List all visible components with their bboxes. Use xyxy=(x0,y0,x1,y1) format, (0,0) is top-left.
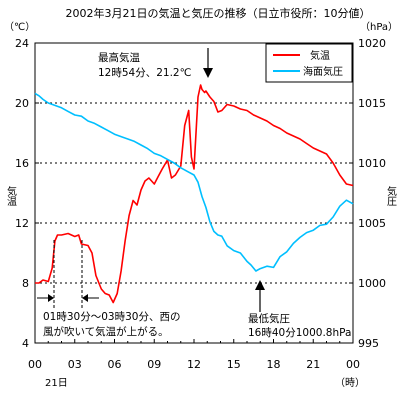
right-axis-label: 気圧 xyxy=(385,185,397,207)
x-tick-label-8: 00 xyxy=(346,358,360,371)
annotation-west-wind-line2: 風が吹いて気温が上がる。 xyxy=(43,325,169,338)
x-tick-label-7: 21 xyxy=(306,358,320,371)
y-left-tick-label-4: 20 xyxy=(15,97,29,110)
annotation-max-temp-arrowhead xyxy=(203,68,213,78)
annotation-min-pressure-arrowhead xyxy=(255,280,265,290)
y-left-tick-label-3: 16 xyxy=(15,157,29,170)
x-date-label: 21日 xyxy=(45,378,68,389)
grid-lines xyxy=(35,102,353,284)
annotation-max-temp-line2: 12時54分、21.2℃ xyxy=(98,67,191,79)
series-lines xyxy=(34,84,354,304)
x-tick-label-2: 06 xyxy=(108,358,122,371)
x-tick-label-3: 09 xyxy=(147,358,161,371)
y-left-tick-label-1: 8 xyxy=(22,277,29,290)
annotation-west-wind-arrowhead-left xyxy=(48,294,54,302)
y-right-tick-label-3: 1010 xyxy=(358,157,386,170)
x-tick-label-6: 18 xyxy=(267,358,281,371)
y-right-tick-label-1: 1000 xyxy=(358,277,386,290)
x-unit-label: （時） xyxy=(335,377,365,389)
annotation-min-pressure-line2: 16時40分1000.8hPa xyxy=(248,327,351,339)
series-line-pressure xyxy=(34,92,354,272)
y-left-tick-label-5: 24 xyxy=(15,37,29,50)
x-tick-label-0: 00 xyxy=(28,358,42,371)
annotation-west-wind: 01時30分～03時30分、西の 風が吹いて気温が上がる。 xyxy=(37,240,180,338)
annotation-max-temp: 最高気温 12時54分、21.2℃ xyxy=(98,48,213,79)
y-right-tick-label-4: 1015 xyxy=(358,97,386,110)
legend-label-pressure: 海面気圧 xyxy=(303,65,343,78)
x-tick-label-4: 12 xyxy=(187,358,201,371)
y-right-tick-label-2: 1005 xyxy=(358,217,386,230)
left-axis-label: 気温 xyxy=(5,185,17,206)
y-left-tick-label-2: 12 xyxy=(15,217,29,230)
annotation-min-pressure-line1: 最低気圧 xyxy=(248,312,290,325)
right-unit-label: （hPa） xyxy=(360,21,398,33)
annotation-max-temp-line1: 最高気温 xyxy=(98,51,140,64)
y-right-tick-label-0: 995 xyxy=(358,337,379,350)
left-unit-label: （℃） xyxy=(4,21,35,33)
legend-label-temperature: 気温 xyxy=(310,49,330,62)
chart-title: 2002年3月21日の気温と気圧の推移（日立市役所：10分値） xyxy=(66,6,371,20)
x-tick-label-5: 15 xyxy=(227,358,241,371)
x-tick-label-1: 03 xyxy=(68,358,82,371)
axis-ticks: 4 8 12 16 20 24 995 1000 1005 1010 1015 1020 00 03 06 0… xyxy=(15,37,386,371)
y-left-tick-label-0: 4 xyxy=(22,337,29,350)
annotation-west-wind-arrowhead-right xyxy=(82,294,88,302)
annotation-west-wind-line1: 01時30分～03時30分、西の xyxy=(43,311,180,323)
y-right-tick-label-5: 1020 xyxy=(358,37,386,50)
legend: 気温 海面気圧 xyxy=(265,43,353,83)
annotation-min-pressure: 最低気圧 16時40分1000.8hPa xyxy=(248,280,351,339)
series-line-temperature xyxy=(35,84,354,304)
legend-box xyxy=(265,43,353,83)
